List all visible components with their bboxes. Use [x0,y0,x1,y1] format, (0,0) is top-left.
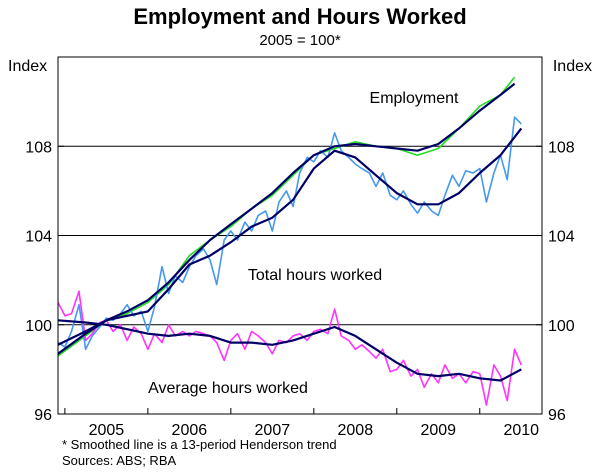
x-tick-label: 2007 [255,422,291,439]
employment-original-line [57,76,516,357]
right-axis-unit: Index [553,58,592,75]
left-tick-label: 108 [25,139,52,156]
right-tick-label: 96 [548,407,566,424]
right-tick-label: 100 [548,318,575,335]
total-hours-worked-original-line [57,116,522,351]
average-hours-label: Average hours worked [148,380,308,397]
average-hours-worked-trend-line [57,319,522,382]
x-tick-label: 2008 [338,422,374,439]
chart-title: Employment and Hours Worked [133,4,466,29]
x-tick-label: 2010 [503,422,539,439]
chart-subtitle: 2005 = 100* [259,32,340,49]
x-tick-label: 2006 [172,422,208,439]
average-hours-worked-original-line [57,290,523,406]
left-tick-label: 96 [34,407,52,424]
total-hours-label: Total hours worked [248,267,382,284]
x-tick-label: 2009 [420,422,456,439]
source-note: Sources: ABS; RBA [62,453,176,468]
right-tick-label: 108 [548,139,575,156]
series-layer [57,76,523,406]
footnote: * Smoothed line is a 13-period Henderson… [62,437,337,452]
axis-ticks: 96 96 100 100 104 104 108 108 2005 2006 2007 2008 20… [25,139,575,439]
left-axis-unit: Index [8,58,47,75]
left-tick-label: 104 [25,229,52,246]
left-tick-label: 100 [25,318,52,335]
employment-label: Employment [370,90,459,107]
right-tick-label: 104 [548,229,575,246]
total-hours-worked-trend-line [57,127,523,346]
x-tick-label: 2005 [89,422,125,439]
employment-trend-line [57,82,516,355]
